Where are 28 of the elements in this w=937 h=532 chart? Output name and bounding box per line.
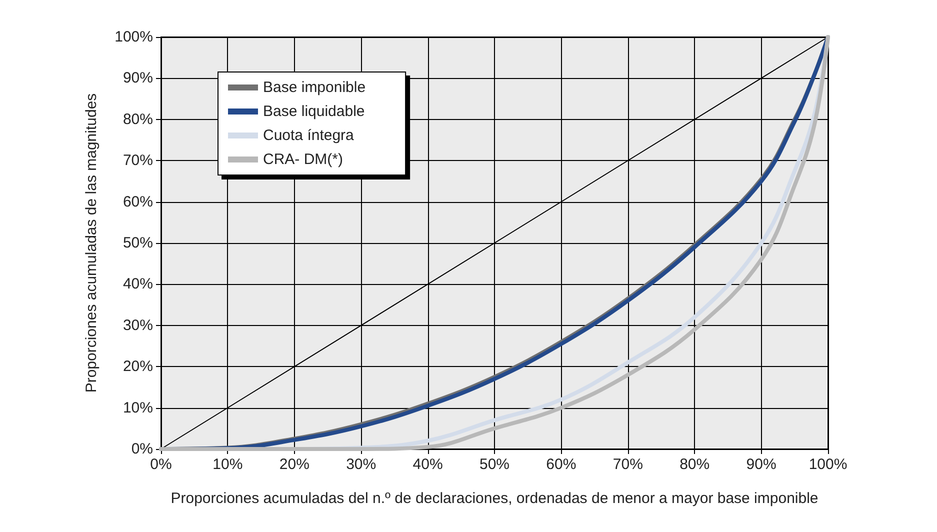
legend-label: Cuota íntegra (263, 127, 355, 144)
y-axis-title: Proporciones acumuladas de las magnitudes (83, 93, 100, 393)
x-tick-label: 10% (212, 456, 243, 473)
legend-label: CRA- DM(*) (263, 151, 343, 168)
x-tick-label: 70% (612, 456, 643, 473)
x-tick-label: 80% (680, 456, 710, 473)
y-tick-label: 30% (122, 316, 153, 334)
x-tick-label: 40% (412, 456, 443, 473)
y-tick-label: 50% (122, 234, 153, 252)
x-axis-title: Proporciones acumuladas del n.º de declaraciones, ordenadas de menor a mayor base imponible (170, 490, 818, 507)
x-tick-label: 60% (546, 456, 576, 473)
y-tick-label: 60% (122, 193, 153, 210)
x-tick-label: 100% (808, 456, 848, 473)
y-tick-label: 70% (122, 152, 153, 170)
y-tick-label: 40% (122, 276, 153, 293)
legend-label: Base liquidable (263, 103, 365, 120)
y-tick-label: 20% (122, 358, 153, 376)
x-tick-label: 90% (746, 456, 776, 473)
legend-label: Base imponible (263, 79, 366, 96)
y-tick-label: 100% (114, 28, 153, 46)
x-tick-label: 20% (279, 456, 310, 473)
x-tick-label: 0% (150, 456, 172, 473)
y-tick-label: 90% (122, 70, 153, 87)
x-tick-label: 50% (479, 456, 510, 473)
y-tick-label: 10% (122, 399, 153, 416)
x-tick-label: 30% (346, 456, 376, 473)
y-tick-label: 80% (122, 110, 153, 128)
y-tick-label: 0% (131, 440, 153, 458)
